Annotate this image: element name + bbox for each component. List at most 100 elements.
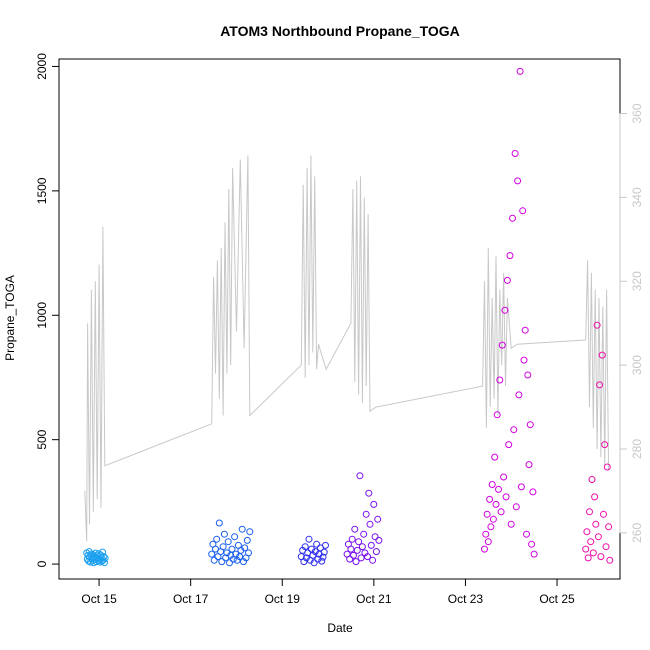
y2-tick-label: 260	[630, 523, 644, 543]
data-point	[99, 548, 107, 556]
data-point	[487, 523, 495, 531]
data-point	[596, 381, 604, 389]
data-point	[238, 525, 246, 533]
data-point	[355, 538, 363, 546]
data-point	[481, 545, 488, 553]
data-point	[346, 555, 354, 563]
data-point	[592, 520, 600, 528]
data-point	[525, 461, 533, 469]
data-point	[322, 541, 329, 549]
data-point	[375, 536, 383, 544]
data-point	[101, 559, 108, 567]
data-point	[246, 528, 254, 536]
series-5	[481, 67, 538, 558]
data-point	[606, 556, 614, 564]
data-point	[502, 493, 510, 501]
data-point	[493, 411, 501, 419]
data-point	[603, 463, 611, 471]
data-point	[302, 554, 310, 562]
data-point	[486, 495, 494, 503]
data-point	[213, 535, 221, 543]
data-point	[495, 485, 502, 493]
data-point	[591, 493, 599, 501]
data-point	[364, 553, 371, 561]
x-axis-label: Date	[327, 621, 353, 635]
series-6	[582, 321, 614, 564]
data-point	[524, 371, 532, 379]
y-tick-label: 2000	[35, 53, 49, 80]
data-point	[371, 533, 379, 541]
x-tick-label: Oct 21	[356, 592, 392, 606]
data-point	[511, 150, 519, 157]
data-point	[496, 376, 504, 384]
data-point	[351, 525, 359, 533]
data-point	[362, 510, 370, 518]
data-point	[347, 545, 355, 553]
data-point	[320, 548, 328, 556]
data-point	[519, 207, 527, 215]
y-axis-label: Propane_TOGA	[3, 275, 17, 361]
data-point	[228, 545, 236, 553]
data-point	[510, 426, 518, 434]
data-point	[588, 476, 596, 483]
data-point	[348, 535, 356, 543]
x-tick-label: Oct 17	[173, 592, 209, 606]
data-point	[313, 540, 321, 548]
data-point	[356, 472, 364, 480]
y-tick-label: 500	[35, 429, 49, 449]
data-point	[489, 515, 497, 523]
data-point	[357, 554, 365, 562]
data-point	[241, 544, 249, 552]
y2-tick-label: 340	[630, 187, 644, 207]
secondary-line-layer	[84, 155, 610, 542]
chart-title: ATOM3 Northbound Propane_TOGA	[220, 23, 460, 39]
data-point	[318, 557, 326, 565]
data-point	[530, 550, 538, 558]
scatter-points-layer	[83, 67, 614, 567]
data-point	[509, 214, 516, 222]
data-point	[226, 559, 233, 567]
data-point	[367, 541, 375, 549]
data-point	[245, 549, 252, 557]
data-point	[586, 508, 593, 516]
data-point	[517, 483, 525, 491]
data-point	[597, 553, 605, 561]
data-point	[365, 489, 373, 497]
data-point	[602, 543, 610, 551]
data-point	[372, 548, 380, 556]
data-point	[514, 177, 522, 185]
data-point	[360, 530, 368, 538]
data-point	[218, 558, 226, 566]
data-point	[515, 391, 523, 399]
data-point	[497, 508, 505, 516]
data-point	[319, 553, 327, 561]
data-point	[374, 515, 382, 523]
data-point	[520, 356, 528, 364]
data-point	[231, 533, 239, 541]
series-3	[297, 535, 329, 567]
y-tick-label: 0	[35, 560, 49, 567]
y2-tick-label: 300	[630, 355, 644, 375]
data-point	[492, 500, 500, 508]
data-point	[305, 535, 313, 543]
data-point	[521, 326, 529, 334]
y2-tick-label: 320	[630, 271, 644, 291]
data-point	[529, 488, 537, 496]
data-point	[491, 453, 499, 461]
data-point	[598, 351, 606, 359]
data-point	[224, 538, 232, 546]
data-point	[219, 543, 227, 551]
data-point	[215, 519, 223, 527]
y-tick-label: 1500	[35, 177, 49, 204]
data-point	[353, 546, 361, 554]
data-point	[358, 543, 366, 551]
data-point	[310, 559, 318, 567]
data-point	[587, 538, 595, 546]
data-point	[208, 550, 216, 558]
data-point	[584, 554, 592, 562]
data-point	[505, 441, 513, 449]
data-point	[506, 252, 514, 260]
data-point	[583, 528, 591, 536]
data-point	[210, 556, 218, 564]
x-tick-label: Oct 25	[539, 592, 575, 606]
